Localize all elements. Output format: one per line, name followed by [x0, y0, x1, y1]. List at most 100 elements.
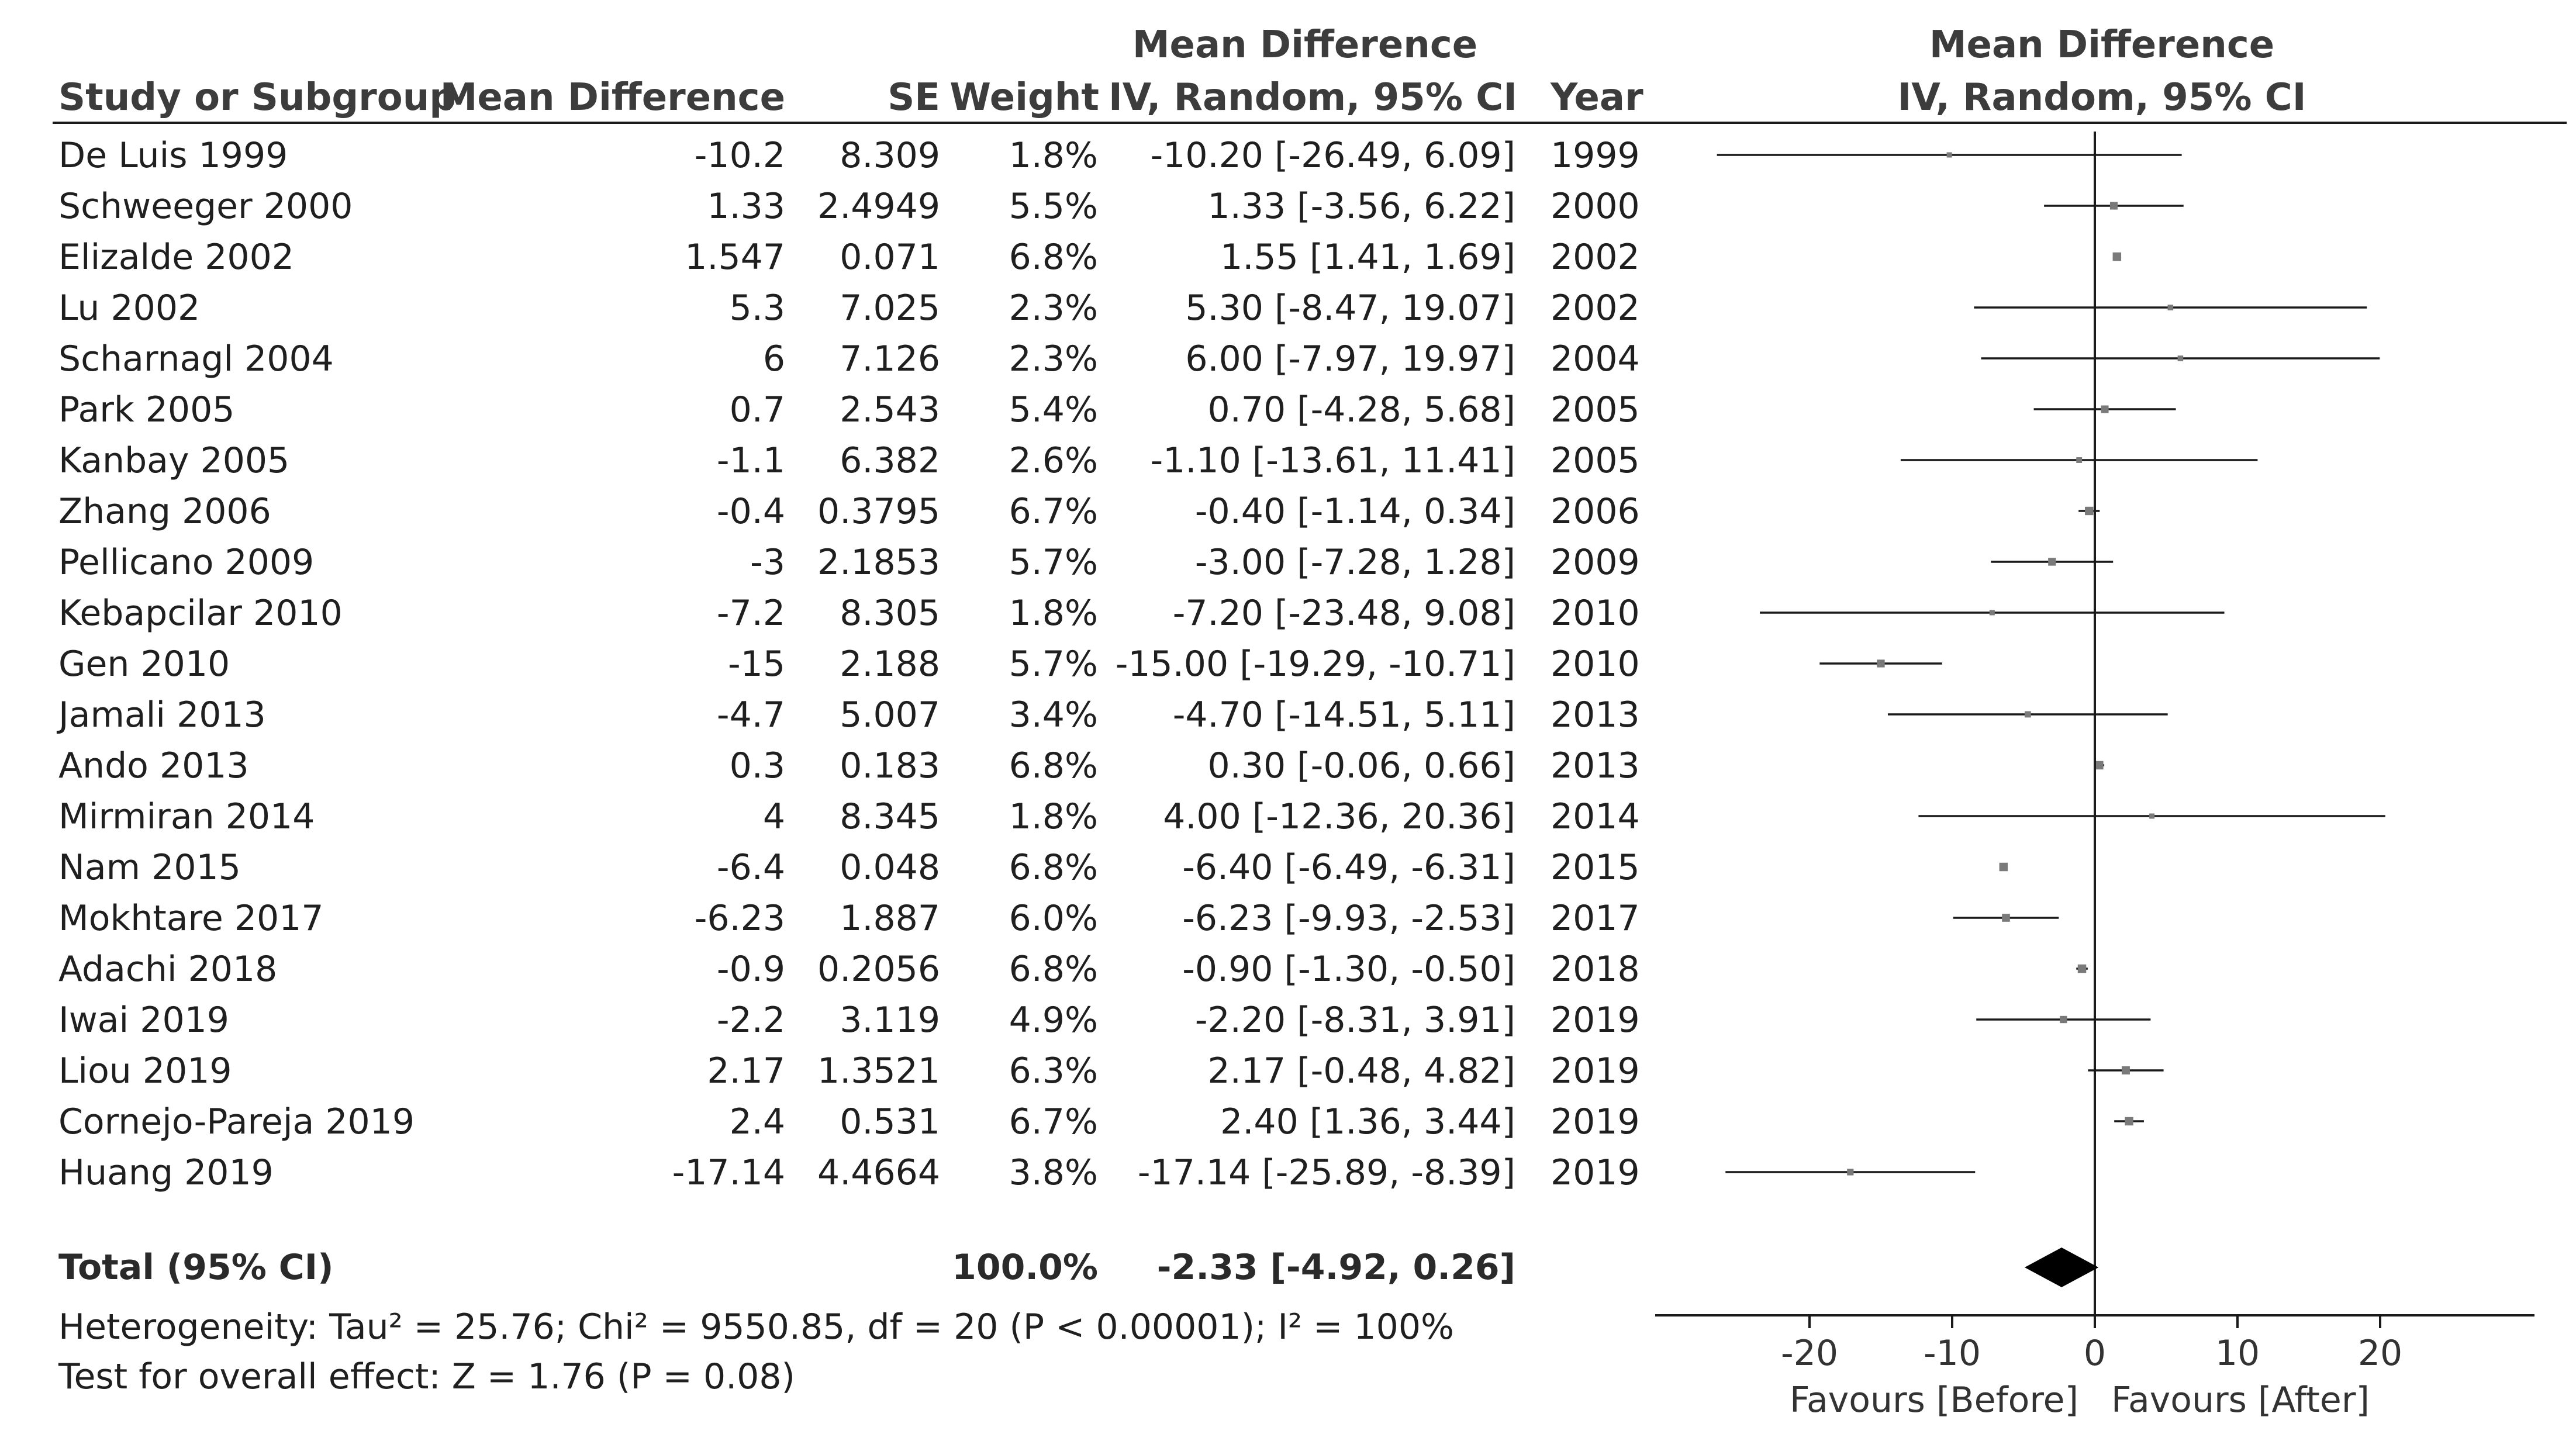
table-row: Kebapcilar 2010 -7.2 8.305 1.8% -7.20 [-23.4… — [58, 593, 1640, 634]
se-value: 1.3521 — [817, 1051, 940, 1091]
weight-value: 5.7% — [1009, 644, 1098, 685]
ci-value: 1.55 [1.41, 1.69] — [1220, 237, 1515, 278]
estimate-marker — [2048, 558, 2056, 566]
ci-value: 2.17 [-0.48, 4.82] — [1208, 1051, 1515, 1091]
table-row: Scharnagl 2004 6 7.126 2.3% 6.00 [-7.97, 19.… — [58, 338, 1640, 379]
se-value: 2.543 — [840, 389, 940, 430]
year-value: 2009 — [1551, 542, 1640, 583]
se-value: 2.188 — [840, 644, 940, 685]
table-row: Pellicano 2009 -3 2.1853 5.7% -3.00 [-7.28, … — [58, 542, 1640, 583]
weight-value: 6.8% — [1009, 847, 1098, 888]
se-value: 5.007 — [840, 694, 940, 735]
ci-value: -4.70 [-14.51, 5.11] — [1173, 694, 1515, 735]
se-value: 2.1853 — [817, 542, 940, 583]
table-row: Cornejo-Pareja 2019 2.4 0.531 6.7% 2.40 [1.3… — [58, 1101, 1640, 1142]
ci-value: -15.00 [-19.29, -10.71] — [1116, 644, 1515, 685]
weight-value: 6.3% — [1009, 1051, 1098, 1091]
study-name: Lu 2002 — [58, 288, 200, 329]
header-md-top: Mean Difference — [1132, 23, 1477, 67]
weight-value: 6.8% — [1009, 949, 1098, 990]
estimate-marker — [2101, 405, 2109, 413]
table-row: Park 2005 0.7 2.543 5.4% 0.70 [-4.28, 5.68] 2… — [58, 389, 1640, 430]
heterogeneity-text: Heterogeneity: Tau² = 25.76; Chi² = 9550… — [58, 1307, 1454, 1347]
estimate-marker — [2077, 964, 2087, 973]
table-row: Zhang 2006 -0.4 0.3795 6.7% -0.40 [-1.14, 0.… — [58, 491, 1640, 532]
table-row: Iwai 2019 -2.2 3.119 4.9% -2.20 [-8.31, 3.91… — [58, 1000, 1640, 1041]
mean-difference: -2.2 — [717, 1000, 785, 1041]
plot-area: -20 -10 0 10 20 Favours [Before] Favours [Afte… — [1655, 132, 2534, 1421]
estimate-marker — [1847, 1169, 1854, 1176]
mean-difference: 4 — [763, 796, 785, 837]
study-name: Kebapcilar 2010 — [58, 593, 343, 634]
table-row: Mirmiran 2014 4 8.345 1.8% 4.00 [-12.36, 20.… — [58, 796, 1640, 837]
year-value: 2005 — [1551, 389, 1640, 430]
table-row: Elizalde 2002 1.547 0.071 6.8% 1.55 [1.41, 1… — [58, 237, 1640, 278]
weight-value: 6.7% — [1009, 491, 1098, 532]
pooled-diamond — [2024, 1248, 2099, 1287]
mean-difference: 1.33 — [707, 186, 785, 227]
overall-effect-text: Test for overall effect: Z = 1.76 (P = 0… — [58, 1356, 795, 1397]
mean-difference: -1.1 — [717, 440, 785, 481]
weight-value: 2.6% — [1009, 440, 1098, 481]
weight-value: 2.3% — [1009, 338, 1098, 379]
se-value: 0.183 — [840, 745, 940, 786]
table-row: Nam 2015 -6.4 0.048 6.8% -6.40 [-6.49, -6.31… — [58, 847, 1640, 888]
se-value: 8.345 — [840, 796, 940, 837]
total-weight: 100.0% — [952, 1247, 1098, 1288]
se-value: 4.4664 — [817, 1152, 940, 1193]
ci-value: -6.23 [-9.93, -2.53] — [1182, 898, 1515, 939]
mean-difference: -6.23 — [695, 898, 785, 939]
estimate-marker — [2024, 711, 2031, 718]
year-value: 2013 — [1551, 745, 1640, 786]
header-se: SE — [888, 76, 940, 119]
header-weight: Weight — [949, 76, 1099, 119]
year-value: 2014 — [1551, 796, 1640, 837]
total-label: Total (95% CI) — [58, 1247, 334, 1288]
table-row: Liou 2019 2.17 1.3521 6.3% 2.17 [-0.48, 4.82… — [58, 1051, 1640, 1091]
se-value: 8.309 — [840, 135, 940, 176]
study-name: Cornejo-Pareja 2019 — [58, 1101, 415, 1142]
estimate-marker — [1999, 862, 2008, 872]
weight-value: 1.8% — [1009, 796, 1098, 837]
study-name: Liou 2019 — [58, 1051, 232, 1091]
estimate-marker — [2149, 813, 2155, 819]
study-name: Mirmiran 2014 — [58, 796, 315, 837]
mean-difference: -7.2 — [717, 593, 785, 634]
se-value: 0.531 — [840, 1101, 940, 1142]
estimate-marker — [1989, 610, 1995, 616]
se-value: 0.3795 — [817, 491, 940, 532]
estimate-marker — [1946, 152, 1952, 158]
se-value: 0.071 — [840, 237, 940, 278]
ci-value: -17.14 [-25.89, -8.39] — [1138, 1152, 1515, 1193]
year-value: 2002 — [1551, 288, 1640, 329]
study-name: Ando 2013 — [58, 745, 249, 786]
study-name: Mokhtare 2017 — [58, 898, 324, 939]
study-name: Gen 2010 — [58, 644, 230, 685]
total-ci: -2.33 [-4.92, 0.26] — [1157, 1247, 1515, 1288]
favours-left-label: Favours [Before] — [1790, 1380, 2078, 1421]
study-name: Scharnagl 2004 — [58, 338, 334, 379]
year-value: 2000 — [1551, 186, 1640, 227]
weight-value: 5.4% — [1009, 389, 1098, 430]
year-value: 1999 — [1551, 135, 1640, 176]
mean-difference: 1.547 — [685, 237, 785, 278]
study-name: Park 2005 — [58, 389, 234, 430]
weight-value: 2.3% — [1009, 288, 1098, 329]
mean-difference: -0.9 — [717, 949, 785, 990]
weight-value: 5.5% — [1009, 186, 1098, 227]
weight-value: 5.7% — [1009, 542, 1098, 583]
year-value: 2006 — [1551, 491, 1640, 532]
x-tick-label: 20 — [2358, 1333, 2402, 1374]
estimate-marker — [2177, 355, 2184, 361]
study-name: Huang 2019 — [58, 1152, 274, 1193]
estimate-marker — [2002, 914, 2010, 922]
table-row: Jamali 2013 -4.7 5.007 3.4% -4.70 [-14.51, 5… — [56, 694, 1640, 735]
ci-value: 1.33 [-3.56, 6.22] — [1208, 186, 1515, 227]
estimate-marker — [2060, 1015, 2067, 1024]
estimate-marker — [2112, 252, 2122, 261]
mean-difference: -6.4 — [717, 847, 785, 888]
year-value: 2004 — [1551, 338, 1640, 379]
ci-value: 0.30 [-0.06, 0.66] — [1208, 745, 1515, 786]
study-name: De Luis 1999 — [58, 135, 288, 176]
